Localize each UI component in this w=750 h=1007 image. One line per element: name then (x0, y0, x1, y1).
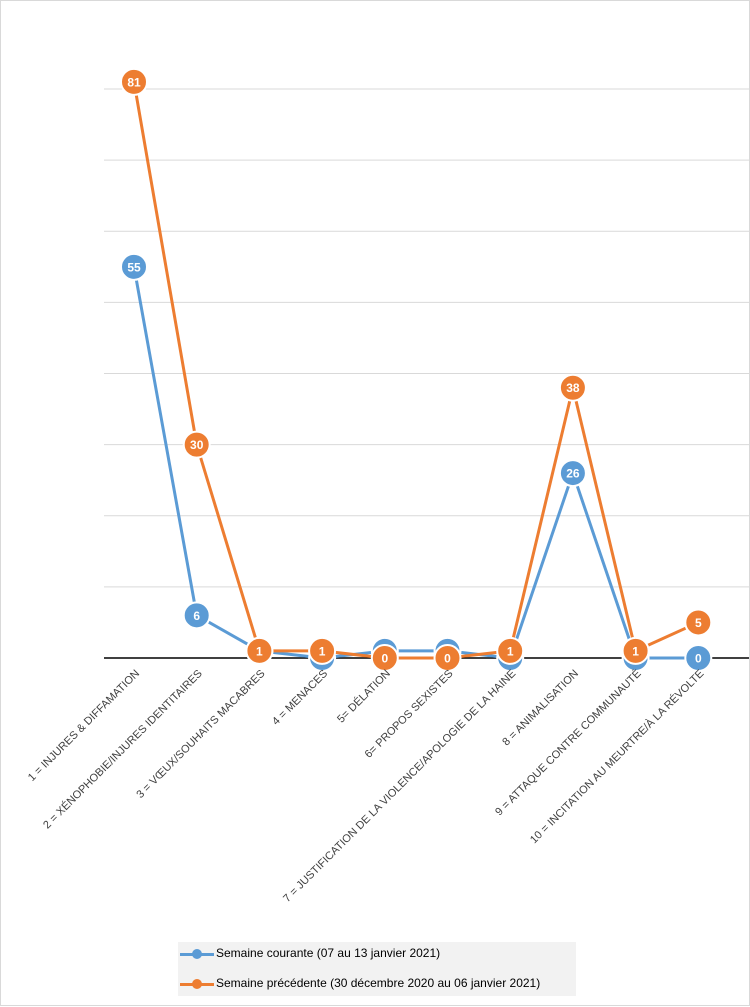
data-label: 0 (381, 652, 388, 666)
data-label: 5 (695, 616, 702, 630)
legend-item-current: Semaine courante (07 au 13 janvier 2021) (178, 944, 576, 964)
data-label: 0 (444, 652, 451, 666)
series-2 (132, 81, 699, 660)
data-label: 81 (127, 75, 141, 89)
data-label: 6 (193, 609, 200, 623)
data-point (684, 608, 713, 637)
x-tick-label: 4 = MENACES (270, 668, 330, 728)
series-1 (132, 266, 699, 660)
data-label: 1 (256, 644, 263, 658)
x-tick-label: 5= DÉLATION (334, 667, 393, 726)
data-label: 26 (566, 467, 580, 481)
data-point (182, 601, 211, 630)
data-point (621, 636, 650, 665)
x-tick-label: 1 = INJURES & DIFFAMATION (26, 668, 142, 784)
data-point (308, 636, 337, 665)
x-tick-label: 3 = VŒUX/SOUHAITS MACABRES (134, 668, 267, 801)
x-tick-label: 7 = JUSTIFICATION DE LA VIOLENCE/APOLOGI… (281, 668, 518, 905)
series-line (132, 81, 699, 660)
data-point (496, 636, 525, 665)
legend-marker-previous (192, 979, 202, 989)
legend-item-previous: Semaine précédente (30 décembre 2020 au … (178, 974, 576, 994)
data-point (433, 644, 462, 672)
legend-label-current: Semaine courante (07 au 13 janvier 2021) (216, 946, 441, 960)
data-point (370, 644, 399, 672)
series-1-points: 556101102600 (120, 252, 713, 672)
x-tick-label: 9 = ATTAQUE CONTRE COMMUNAUTÉ (492, 667, 643, 818)
data-point (558, 459, 587, 488)
series-2-points: 81 30 1 1 0 0 1 38 1 5 (120, 67, 713, 672)
legend: Semaine courante (07 au 13 janvier 2021)… (178, 942, 576, 996)
series-layer: 5561011026008130110013815 (120, 67, 713, 672)
data-point (120, 252, 148, 281)
data-label: 30 (190, 438, 204, 452)
legend-marker-current (192, 949, 202, 959)
data-label: 0 (695, 652, 702, 666)
data-point (182, 430, 211, 459)
data-point (120, 67, 148, 96)
data-point (558, 373, 587, 402)
data-label: 1 (507, 644, 514, 658)
gridlines (104, 88, 749, 588)
data-label: 55 (127, 260, 141, 274)
data-label: 1 (632, 644, 639, 658)
data-label: 1 (319, 644, 326, 658)
data-point (245, 636, 274, 665)
data-point (684, 644, 713, 672)
legend-label-previous: Semaine précédente (30 décembre 2020 au … (216, 976, 541, 990)
series-line (132, 266, 699, 660)
data-label: 38 (566, 381, 580, 395)
